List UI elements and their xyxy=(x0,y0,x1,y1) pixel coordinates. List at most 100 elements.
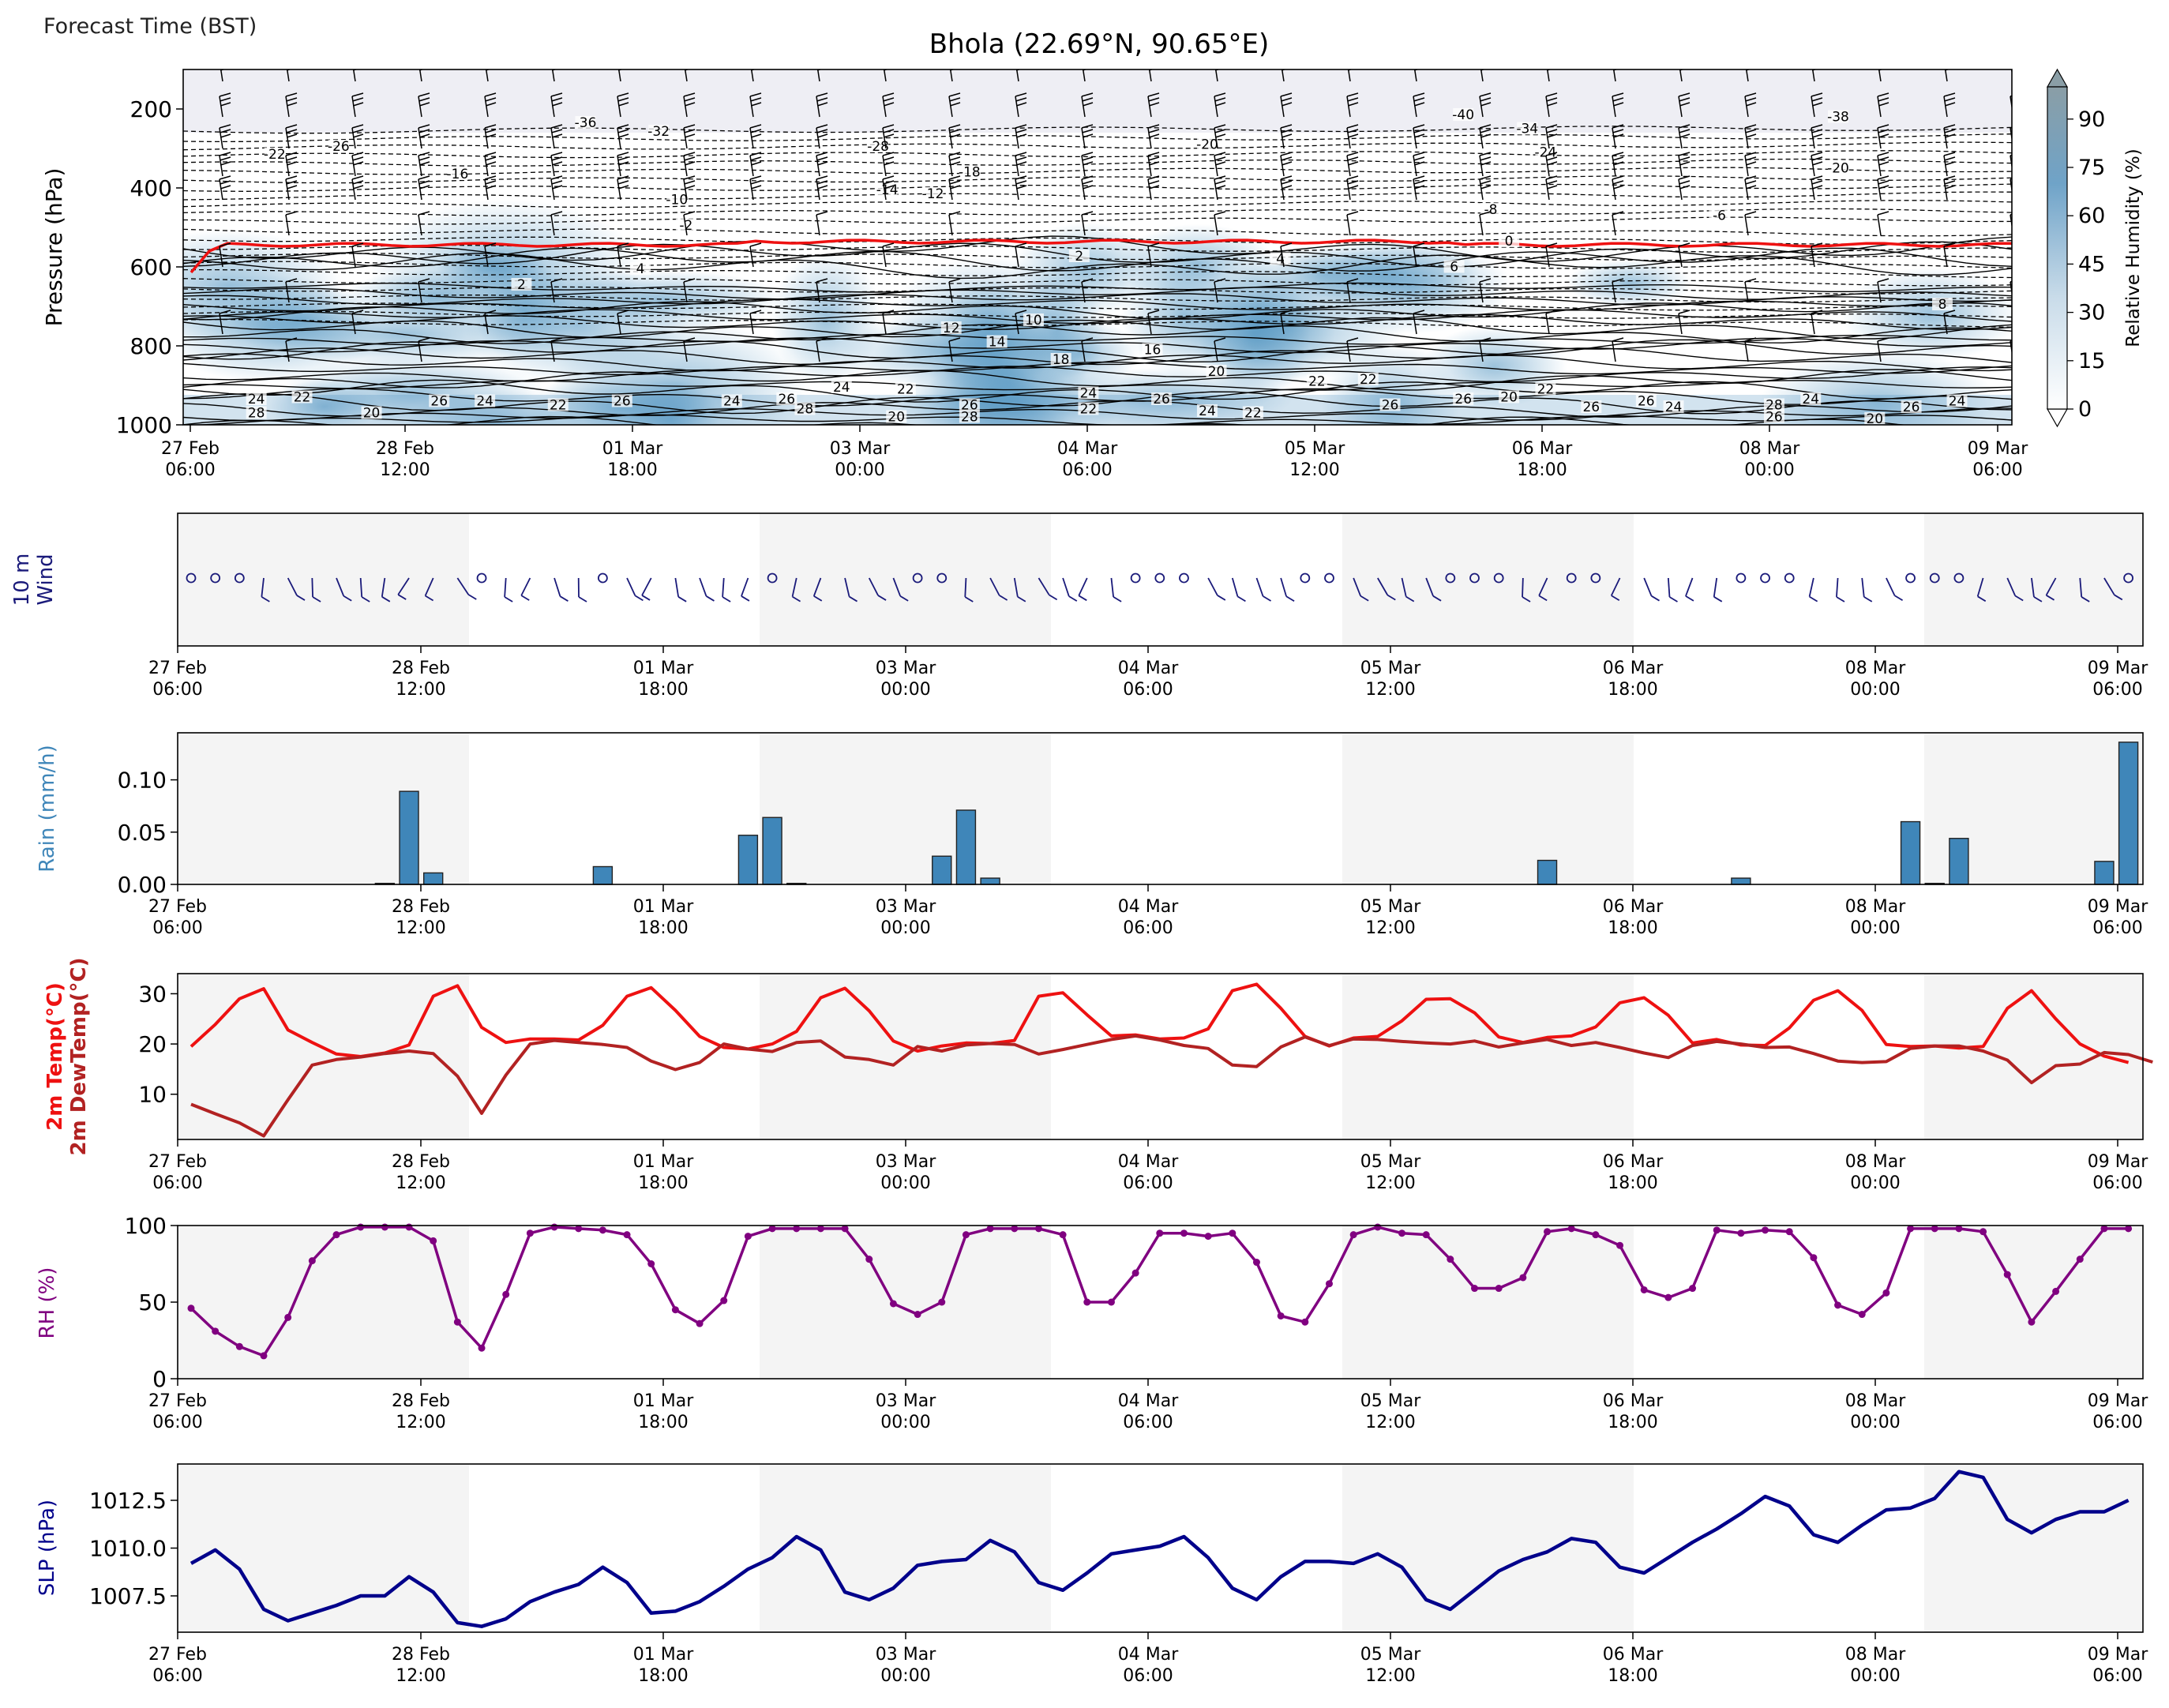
wind-calm xyxy=(1929,572,1940,584)
wind-barb-aloft xyxy=(1214,337,1226,362)
pressure-tick-label: 200 xyxy=(130,96,172,122)
time-tick-label: 18:00 xyxy=(638,1173,688,1193)
colorbar-tick-label: 60 xyxy=(2078,204,2105,228)
colorbar: 0 15 30 45 60 75 90 Relative Humidity (%) xyxy=(2046,68,2144,428)
time-tick-label: 06:00 xyxy=(1123,680,1173,700)
isotherm-dashed xyxy=(183,278,2012,287)
wind-barb-aloft xyxy=(1081,152,1094,177)
isotherm-solid xyxy=(183,339,2012,363)
time-tick-label: 09 Mar xyxy=(2088,659,2148,678)
wind-barb-aloft xyxy=(1678,242,1691,268)
wind-barb-aloft xyxy=(816,278,828,303)
rain-bar xyxy=(423,872,444,885)
contour-label: 22 xyxy=(1308,374,1326,390)
wind-barb-aloft xyxy=(1081,337,1094,362)
isotherm-dashed xyxy=(183,126,2012,134)
wind-barb-aloft xyxy=(351,242,364,268)
wind-barb xyxy=(844,577,858,602)
wind-calm xyxy=(1784,572,1795,584)
contour-label: 22 xyxy=(897,382,914,398)
time-tick-label: 01 Mar xyxy=(633,1391,694,1411)
wind-barb-aloft xyxy=(882,92,895,118)
wind-barb xyxy=(1425,577,1442,602)
rh-line-point xyxy=(1083,1298,1091,1306)
wind-barb-aloft xyxy=(219,124,231,149)
value-tick-label: 1010.0 xyxy=(89,1536,167,1562)
night-shading xyxy=(178,1226,469,1379)
time-tick-label: 09 Mar xyxy=(1968,439,2028,459)
rh-line-point xyxy=(1034,1225,1042,1233)
value-tick-label: 1007.5 xyxy=(89,1583,167,1609)
time-tick-label: 00:00 xyxy=(1850,918,1900,938)
contour-label: 20 xyxy=(363,406,381,422)
wind10m-time-axis: 27 Feb 06:00 28 Feb 12:00 01 Mar 18:00 03 Mar 0… xyxy=(148,646,2148,700)
contour-label: 28 xyxy=(961,410,978,426)
wind-calm xyxy=(476,572,487,584)
time-tick-label: 08 Mar xyxy=(1845,897,1906,917)
time-tick-label: 05 Mar xyxy=(1360,659,1421,678)
wind-barb-aloft xyxy=(550,211,563,236)
wind-barb-aloft xyxy=(1015,242,1027,268)
wind-barb-aloft xyxy=(1744,278,1757,303)
pressure-tick-label: 1000 xyxy=(116,412,172,438)
rh-line-point xyxy=(502,1290,510,1298)
contour-label: -34 xyxy=(1516,122,1538,137)
rh-line-point xyxy=(865,1256,873,1263)
contour-label: -14 xyxy=(876,182,899,198)
wind-barb xyxy=(1861,577,1873,602)
rh-line-point xyxy=(1592,1231,1600,1239)
time-tick-label: 12:00 xyxy=(396,918,445,938)
wind-barb xyxy=(1976,577,1987,602)
colorbar-tick-label: 45 xyxy=(2078,252,2105,276)
wind-barb-aloft xyxy=(1479,152,1492,177)
rh-line-point xyxy=(1011,1225,1019,1233)
wind-barb-aloft xyxy=(749,92,762,118)
contour-label: 16 xyxy=(1144,343,1161,358)
wind-barb xyxy=(1886,577,1904,602)
contour-label: 22 xyxy=(550,398,567,414)
wind-barb-aloft xyxy=(1346,211,1359,236)
wind-barb-aloft xyxy=(617,152,629,177)
night-shading xyxy=(760,733,1051,884)
contour-label: 2 xyxy=(1075,249,1083,265)
rh-line-point xyxy=(1349,1231,1357,1239)
contour-label: 28 xyxy=(797,402,814,418)
wind-calm xyxy=(912,572,923,584)
wind-barb-aloft xyxy=(1943,152,1956,177)
rh-line-point xyxy=(599,1226,606,1234)
wind-barb xyxy=(1685,577,1694,602)
isotherm-dashed xyxy=(183,236,2012,245)
contour-label: 4 xyxy=(1276,252,1285,268)
wind-barb-aloft xyxy=(1545,124,1558,149)
wind-barb xyxy=(741,577,750,602)
time-tick-label: 06:00 xyxy=(2092,1413,2142,1432)
time-tick-label: 00:00 xyxy=(1850,1173,1900,1193)
wind-barb-aloft xyxy=(1877,175,1889,201)
isotherm-dashed xyxy=(183,318,2012,328)
rh-line-point xyxy=(550,1223,558,1231)
wind-barb xyxy=(1610,577,1621,602)
wind-barb xyxy=(381,577,391,602)
isotherm-solid xyxy=(183,313,2012,331)
contour-label: -18 xyxy=(959,165,981,181)
wind-barb xyxy=(964,577,974,602)
contour-label: -12 xyxy=(922,186,944,202)
wind-barb xyxy=(1013,577,1026,602)
wind-barb xyxy=(699,577,715,602)
wind-barb xyxy=(1255,577,1272,602)
time-tick-label: 03 Mar xyxy=(876,1391,936,1411)
time-tick-label: 08 Mar xyxy=(1845,1645,1906,1665)
time-tick-label: 28 Feb xyxy=(376,439,434,459)
wind-barb-aloft xyxy=(285,337,298,362)
wind-barb-aloft xyxy=(1479,211,1492,236)
wind-barb xyxy=(641,577,652,601)
wind-barb-aloft xyxy=(1147,124,1160,149)
night-shading xyxy=(178,733,469,884)
wind-barb-aloft xyxy=(1214,175,1226,201)
wind-barb-aloft xyxy=(816,124,828,149)
wind-calm xyxy=(1179,572,1189,584)
wind-barb-aloft xyxy=(683,278,696,303)
time-tick-label: 00:00 xyxy=(880,680,930,700)
isotherm-dashed xyxy=(183,150,2012,159)
wind-calm xyxy=(1760,572,1770,584)
